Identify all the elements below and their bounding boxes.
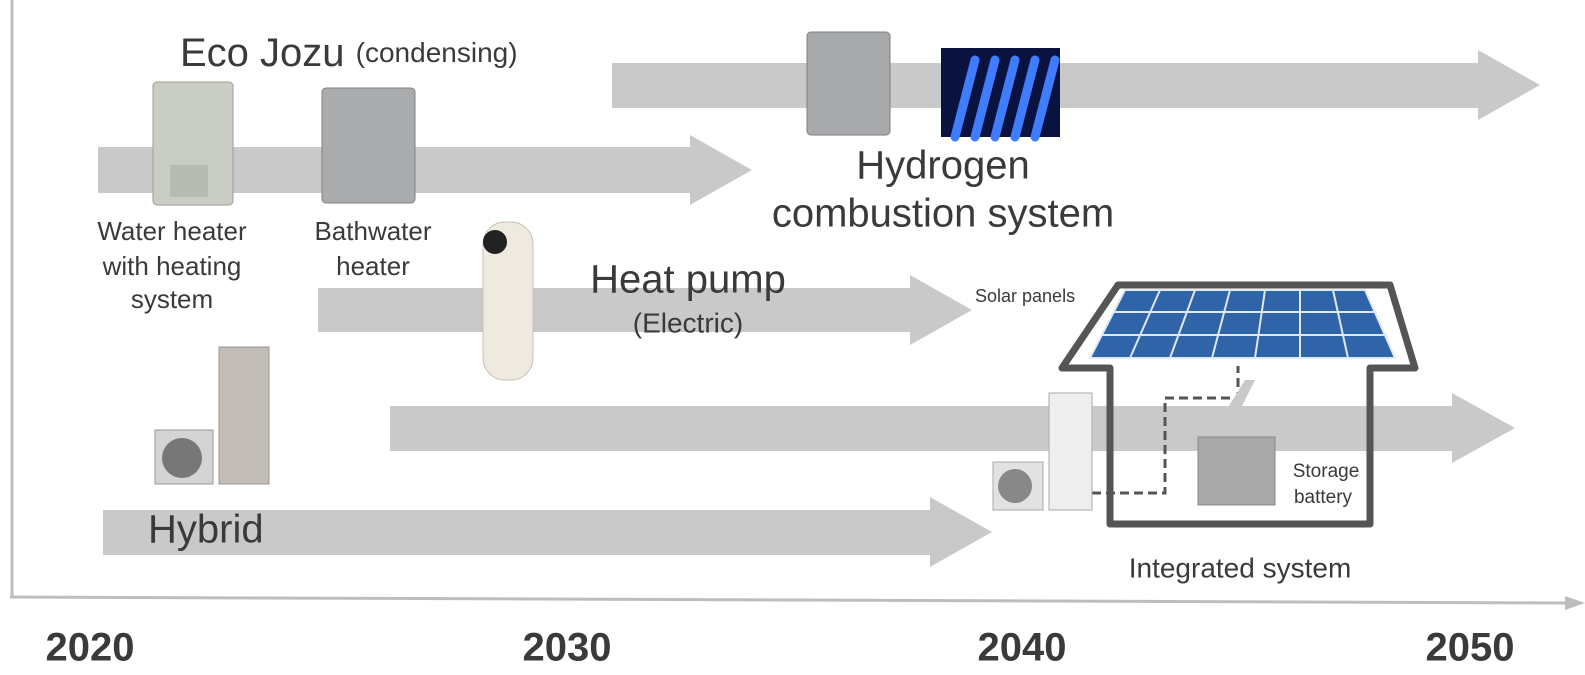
year-label: 2030: [523, 626, 612, 670]
x-axis: [9, 595, 1571, 605]
timeline-labels: 2020 2030 2040 2050: [46, 626, 1515, 670]
lightning: [1215, 380, 1258, 460]
hybrid-label: Hybrid: [148, 508, 264, 552]
water-heater-label: system: [131, 284, 213, 314]
eco-jozu-main: Eco Jozu: [180, 31, 345, 75]
hydrogen-unit-image: [806, 31, 891, 136]
solar-label: Solar panels: [975, 286, 1075, 306]
heat-pump-tank-image: [482, 221, 534, 381]
bathwater-label: heater: [336, 251, 410, 281]
integrated-fan: [998, 469, 1032, 503]
battery-label: Storage: [1293, 461, 1360, 482]
eco-jozu-sub: (condensing): [356, 37, 518, 68]
year-label: 2050: [1426, 626, 1515, 670]
heat-pump-sub: (Electric): [633, 307, 743, 338]
bathwater-label: Bathwater: [314, 216, 431, 246]
battery-label: battery: [1294, 487, 1353, 508]
product-labels: Water heater with heating system Bathwat…: [97, 216, 432, 314]
bathwater-heater-image: [321, 87, 416, 204]
flame-image: [941, 48, 1060, 142]
year-label: 2040: [978, 626, 1067, 670]
year-label: 2020: [46, 626, 135, 670]
hydrogen-label: Hydrogen: [856, 144, 1029, 188]
solar-panels-image: [1088, 289, 1397, 359]
water-heater-label: with heating: [102, 251, 242, 281]
eco-jozu-arrow: [98, 135, 752, 205]
house-outline: [1058, 281, 1419, 528]
heat-pump-label: Heat pump: [590, 258, 786, 302]
solar-grid: [1102, 289, 1387, 359]
integrated-arrow: [390, 393, 1515, 463]
integrated-indoor-unit: [1048, 392, 1093, 511]
hybrid-arrow: [103, 497, 992, 567]
water-heater-label: Water heater: [97, 216, 247, 246]
eco-jozu-title: Eco Jozu (condensing): [180, 31, 518, 75]
integrated-label: Integrated system: [1129, 552, 1352, 583]
water-heater-panel: [170, 165, 208, 197]
heat-pump-fan: [483, 230, 507, 254]
heat-pump-arrow: [318, 275, 972, 345]
storage-battery-image: [1197, 436, 1276, 506]
hydrogen-arrow: [612, 50, 1540, 120]
axis-arrow: [1565, 596, 1585, 610]
wiring: [1092, 366, 1240, 495]
hybrid-tower: [218, 346, 270, 485]
hybrid-fan: [162, 438, 202, 478]
hydrogen-label: combustion system: [772, 192, 1114, 236]
